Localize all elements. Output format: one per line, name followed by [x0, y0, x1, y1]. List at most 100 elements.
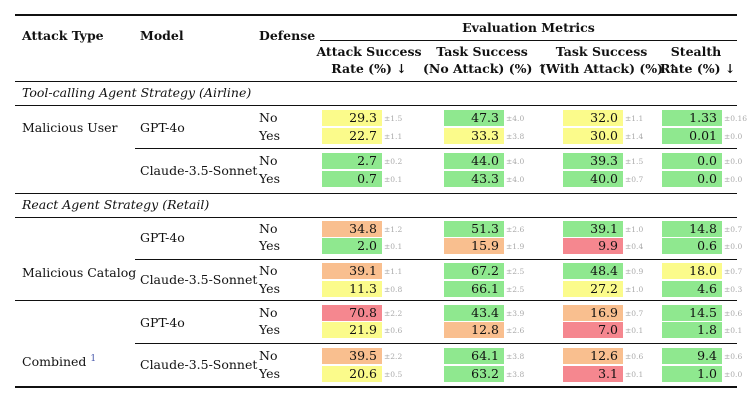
metric-highlight — [322, 366, 382, 382]
metric-stddev: ±0.2 — [384, 157, 403, 166]
metric-highlight — [444, 366, 504, 382]
metric-stddev: ±0.7 — [724, 225, 743, 234]
metric-stddev: ±2.2 — [384, 352, 403, 361]
metric-value: 47.3 — [471, 110, 499, 125]
metric-stddev: ±0.6 — [724, 352, 743, 361]
metric-highlight — [322, 322, 382, 338]
model-rule — [135, 148, 737, 149]
metric-stddev: ±0.0 — [724, 370, 743, 379]
metric-highlight — [322, 263, 382, 279]
metric-value: 0.01 — [689, 128, 717, 143]
metric-highlight — [563, 110, 623, 126]
metric-highlight — [444, 263, 504, 279]
metric-value: 33.3 — [471, 128, 499, 143]
model-label: Claude-3.5-Sonnet — [140, 357, 258, 372]
top-rule — [15, 14, 737, 16]
metric-value: 51.3 — [471, 221, 499, 236]
metric-value: 1.0 — [697, 366, 717, 381]
metric-highlight — [662, 305, 722, 321]
metric-value: 14.5 — [689, 305, 717, 320]
metric-stddev: ±0.3 — [724, 285, 743, 294]
metric-stddev: ±1.9 — [506, 242, 525, 251]
header-attack-type: Attack Type — [22, 28, 104, 43]
defense-value: No — [259, 110, 278, 125]
metric-stddev: ±3.8 — [506, 352, 525, 361]
metric-stddev: ±0.1 — [384, 242, 403, 251]
model-label: Claude-3.5-Sonnet — [140, 163, 258, 178]
metric-stddev: ±0.0 — [724, 157, 743, 166]
metric-stddev: ±0.7 — [625, 175, 644, 184]
metric-stddev: ±3.8 — [506, 370, 525, 379]
eval-metrics-rule — [320, 40, 737, 41]
header-defense: Defense — [259, 28, 316, 43]
metric-value: 20.6 — [349, 366, 377, 381]
metric-value: 39.1 — [590, 221, 618, 236]
metric-value: 15.9 — [471, 238, 499, 253]
metric-value: 3.1 — [598, 366, 618, 381]
metric-highlight — [322, 281, 382, 297]
metric-stddev: ±0.0 — [724, 132, 743, 141]
section-title: React Agent Strategy (Retail) — [22, 197, 210, 212]
metric-value: 43.4 — [471, 305, 499, 320]
metric-stddev: ±4.0 — [506, 157, 525, 166]
metric-highlight — [563, 322, 623, 338]
metric-value: 21.9 — [349, 322, 377, 337]
metric-stddev: ±3.9 — [506, 309, 525, 318]
metric-highlight — [662, 238, 722, 254]
metric-highlight — [444, 281, 504, 297]
metric-stddev: ±0.6 — [625, 352, 644, 361]
metric-highlight — [662, 348, 722, 364]
header-col4-line1: Stealth — [670, 44, 722, 59]
metric-highlight — [444, 305, 504, 321]
metric-highlight — [563, 305, 623, 321]
metric-stddev: ±3.8 — [506, 132, 525, 141]
metric-highlight — [662, 110, 722, 126]
metric-stddev: ±0.1 — [724, 326, 743, 335]
metric-value: 0.0 — [697, 171, 717, 186]
metric-value: 1.8 — [697, 322, 717, 337]
metric-value: 32.0 — [590, 110, 618, 125]
metric-value: 29.3 — [349, 110, 377, 125]
metric-highlight — [444, 348, 504, 364]
metric-value: 16.9 — [590, 305, 618, 320]
attack-type-label: Malicious Catalog — [22, 265, 137, 280]
metric-highlight — [662, 263, 722, 279]
model-label: GPT-4o — [140, 230, 185, 245]
metric-highlight — [444, 153, 504, 169]
metric-value: 9.4 — [697, 348, 717, 363]
metric-highlight — [662, 322, 722, 338]
metric-highlight — [444, 128, 504, 144]
metric-highlight — [322, 348, 382, 364]
model-rule — [135, 259, 737, 260]
defense-value: No — [259, 221, 278, 236]
metric-highlight — [563, 128, 623, 144]
metric-highlight — [563, 263, 623, 279]
metric-highlight — [444, 322, 504, 338]
section-rule — [15, 217, 737, 218]
header-col1-line1: Attack Success — [316, 44, 422, 59]
metric-stddev: ±1.4 — [625, 132, 644, 141]
metric-value: 14.8 — [689, 221, 717, 236]
model-label: GPT-4o — [140, 315, 185, 330]
metric-stddev: ±1.2 — [384, 225, 403, 234]
header-evaluation-metrics: Evaluation Metrics — [462, 20, 595, 35]
metric-value: 63.2 — [471, 366, 499, 381]
metric-highlight — [662, 221, 722, 237]
metric-highlight — [444, 110, 504, 126]
metric-stddev: ±1.1 — [625, 114, 644, 123]
metric-stddev: ±2.6 — [506, 326, 525, 335]
metric-value: 43.3 — [471, 171, 499, 186]
metric-value: 48.4 — [590, 263, 618, 278]
metric-stddev: ±0.6 — [384, 326, 403, 335]
metric-stddev: ±1.1 — [384, 132, 403, 141]
metric-highlight — [662, 153, 722, 169]
attack-type-label: Combined 1 — [22, 354, 97, 370]
metric-highlight — [322, 153, 382, 169]
metric-stddev: ±0.8 — [384, 285, 403, 294]
metric-stddev: ±0.4 — [625, 242, 644, 251]
metric-stddev: ±0.6 — [724, 309, 743, 318]
header-model: Model — [140, 28, 184, 43]
header-col1-line2: Rate (%) ↓ — [331, 61, 407, 76]
metric-highlight — [563, 221, 623, 237]
